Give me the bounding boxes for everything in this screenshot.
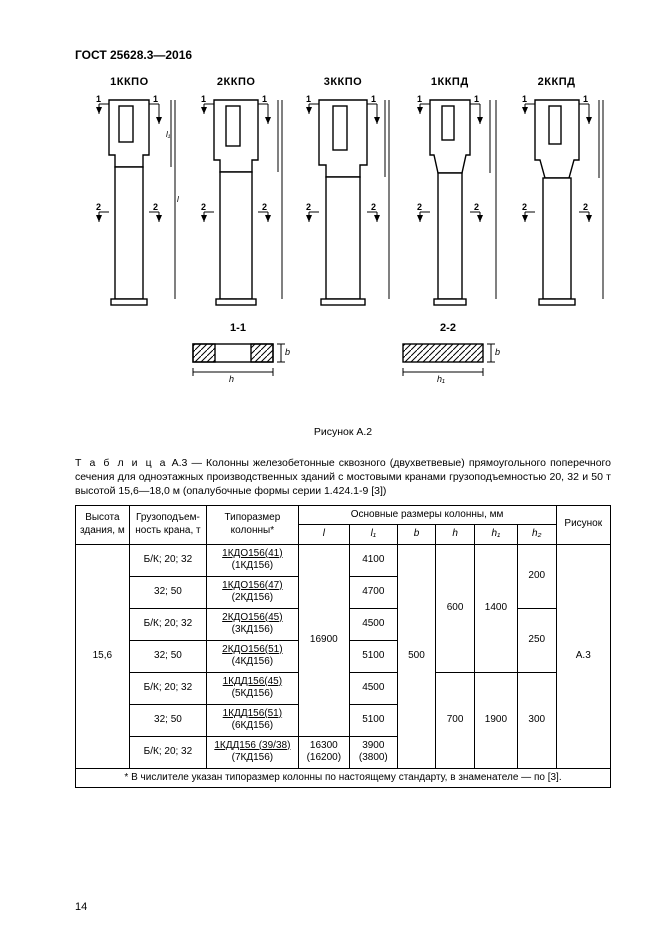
column-diagram: 1 1 2 2 l₁ l bbox=[79, 92, 179, 312]
svg-text:1: 1 bbox=[417, 94, 422, 104]
svg-text:1: 1 bbox=[201, 94, 206, 104]
table-row: 15,6 Б/К; 20; 32 1КДО156(41)(1КД156) 169… bbox=[76, 544, 611, 576]
th-type: Типоразмер колонны* bbox=[207, 505, 299, 544]
svg-text:2: 2 bbox=[417, 202, 422, 212]
cross-section-2-2: h₁ b bbox=[393, 338, 503, 393]
svg-text:2: 2 bbox=[474, 202, 479, 212]
section-label: 2-2 bbox=[393, 322, 503, 334]
svg-text:2: 2 bbox=[306, 202, 311, 212]
th-b: b bbox=[397, 525, 436, 545]
svg-text:2: 2 bbox=[371, 202, 376, 212]
col-label: 2ККПО bbox=[217, 76, 256, 88]
th-crane: Грузоподъем- ность крана, т bbox=[129, 505, 206, 544]
th-height: Высота здания, м bbox=[76, 505, 130, 544]
svg-text:h₁: h₁ bbox=[437, 374, 445, 384]
svg-text:h: h bbox=[229, 374, 234, 384]
cross-section-1-1: h b bbox=[183, 338, 293, 393]
svg-text:1: 1 bbox=[262, 94, 267, 104]
svg-text:1: 1 bbox=[371, 94, 376, 104]
col-label: 3ККПО bbox=[324, 76, 363, 88]
table-a3: Высота здания, м Грузоподъем- ность кран… bbox=[75, 505, 611, 789]
svg-text:1: 1 bbox=[153, 94, 158, 104]
svg-text:1: 1 bbox=[522, 94, 527, 104]
page-number: 14 bbox=[75, 901, 87, 913]
svg-text:b: b bbox=[495, 347, 500, 357]
table-footnote: * В числителе указан типоразмер колонны … bbox=[76, 768, 611, 788]
col-label: 1ККПО bbox=[110, 76, 149, 88]
figure-caption: Рисунок А.2 bbox=[75, 426, 611, 438]
svg-text:2: 2 bbox=[153, 202, 158, 212]
column-diagram: 1 1 2 2 bbox=[293, 92, 393, 312]
column-diagram: 1 1 2 2 bbox=[186, 92, 286, 312]
svg-text:b: b bbox=[285, 347, 290, 357]
th-h1: h₁ bbox=[474, 525, 517, 545]
svg-text:2: 2 bbox=[262, 202, 267, 212]
column-diagram: 1 1 2 2 bbox=[507, 92, 607, 312]
figure-a2: 1ККПО bbox=[75, 76, 611, 416]
svg-text:1: 1 bbox=[474, 94, 479, 104]
th-l1: l₁ bbox=[349, 525, 397, 545]
th-l: l bbox=[298, 525, 349, 545]
svg-text:1: 1 bbox=[583, 94, 588, 104]
th-h2: h₂ bbox=[517, 525, 556, 545]
col-label: 2ККПД bbox=[538, 76, 576, 88]
table-caption: Т а б л и ц а А.3 — Колонны железобетонн… bbox=[75, 456, 611, 499]
svg-text:2: 2 bbox=[201, 202, 206, 212]
th-fig: Рисунок bbox=[556, 505, 610, 544]
svg-text:1: 1 bbox=[306, 94, 311, 104]
svg-text:l: l bbox=[177, 195, 179, 204]
doc-header: ГОСТ 25628.3—2016 bbox=[75, 48, 611, 62]
svg-text:2: 2 bbox=[583, 202, 588, 212]
svg-text:1: 1 bbox=[96, 94, 101, 104]
section-label: 1-1 bbox=[183, 322, 293, 334]
svg-text:2: 2 bbox=[522, 202, 527, 212]
column-diagram: 1 1 2 2 bbox=[400, 92, 500, 312]
th-dims-group: Основные размеры колонны, мм bbox=[298, 505, 556, 525]
svg-text:2: 2 bbox=[96, 202, 101, 212]
th-h: h bbox=[436, 525, 475, 545]
svg-text:l₁: l₁ bbox=[166, 130, 171, 139]
col-label: 1ККПД bbox=[431, 76, 469, 88]
